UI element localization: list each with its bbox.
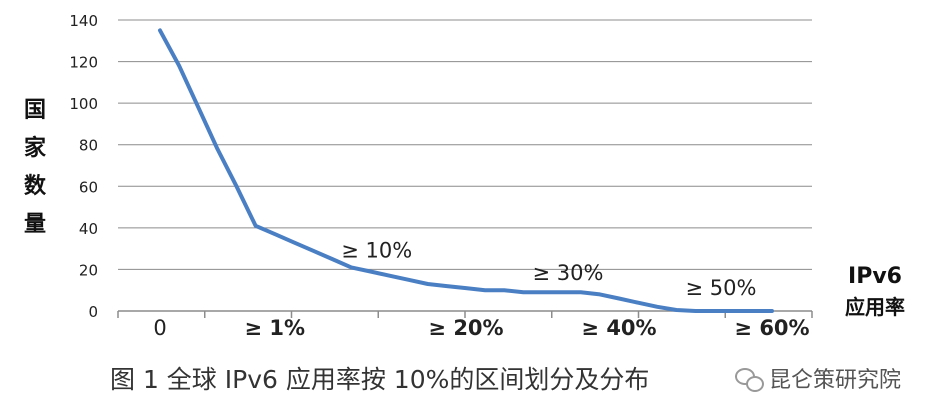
y-tick-label: 20 <box>79 261 98 279</box>
x-tick-label: ≥ 40% <box>581 316 656 340</box>
y-tick-labels: 0 20 40 60 80 100 120 140 <box>69 12 98 321</box>
y-tick-label: 0 <box>88 303 98 321</box>
annotation-label: ≥ 50% <box>686 276 757 300</box>
y-label-char: 数 <box>23 174 46 199</box>
y-tick-label: 40 <box>79 220 98 238</box>
wechat-icon <box>735 364 764 392</box>
y-axis-label: 国 家 数 量 <box>18 92 52 244</box>
series-line <box>158 28 774 313</box>
x-label-line1: IPv6 <box>848 264 902 289</box>
x-tick-label: ≥ 60% <box>734 316 809 340</box>
watermark-text: 昆仑策研究院 <box>769 368 902 393</box>
y-tick-label: 80 <box>79 137 98 155</box>
x-label-line2: 应用率 <box>845 295 905 319</box>
y-tick-label: 100 <box>69 95 98 113</box>
x-tick-label: ≥ 20% <box>428 316 503 340</box>
y-tick-label: 120 <box>69 54 98 72</box>
annotation-label: ≥ 30% <box>533 261 604 285</box>
grid-lines <box>118 19 812 270</box>
x-axis-label: IPv6 应用率 <box>830 262 920 322</box>
watermark: 昆仑策研究院 <box>735 362 901 394</box>
y-tick-label: 140 <box>69 12 98 30</box>
x-tick-labels: 0 ≥ 1% ≥ 20% ≥ 40% ≥ 60% <box>153 316 809 340</box>
annotation-label: ≥ 10% <box>341 238 412 262</box>
x-tick-label: 0 <box>153 316 166 340</box>
annotations: ≥ 10% ≥ 30% ≥ 50% <box>341 238 756 299</box>
y-label-char: 家 <box>23 136 46 161</box>
figure-caption: 图 1 全球 IPv6 应用率按 10%的区间划分及分布 <box>110 365 650 394</box>
y-label-char: 量 <box>23 212 46 237</box>
y-label-char: 国 <box>23 98 46 123</box>
y-tick-label: 60 <box>79 178 98 196</box>
x-tick-label: ≥ 1% <box>244 316 305 340</box>
